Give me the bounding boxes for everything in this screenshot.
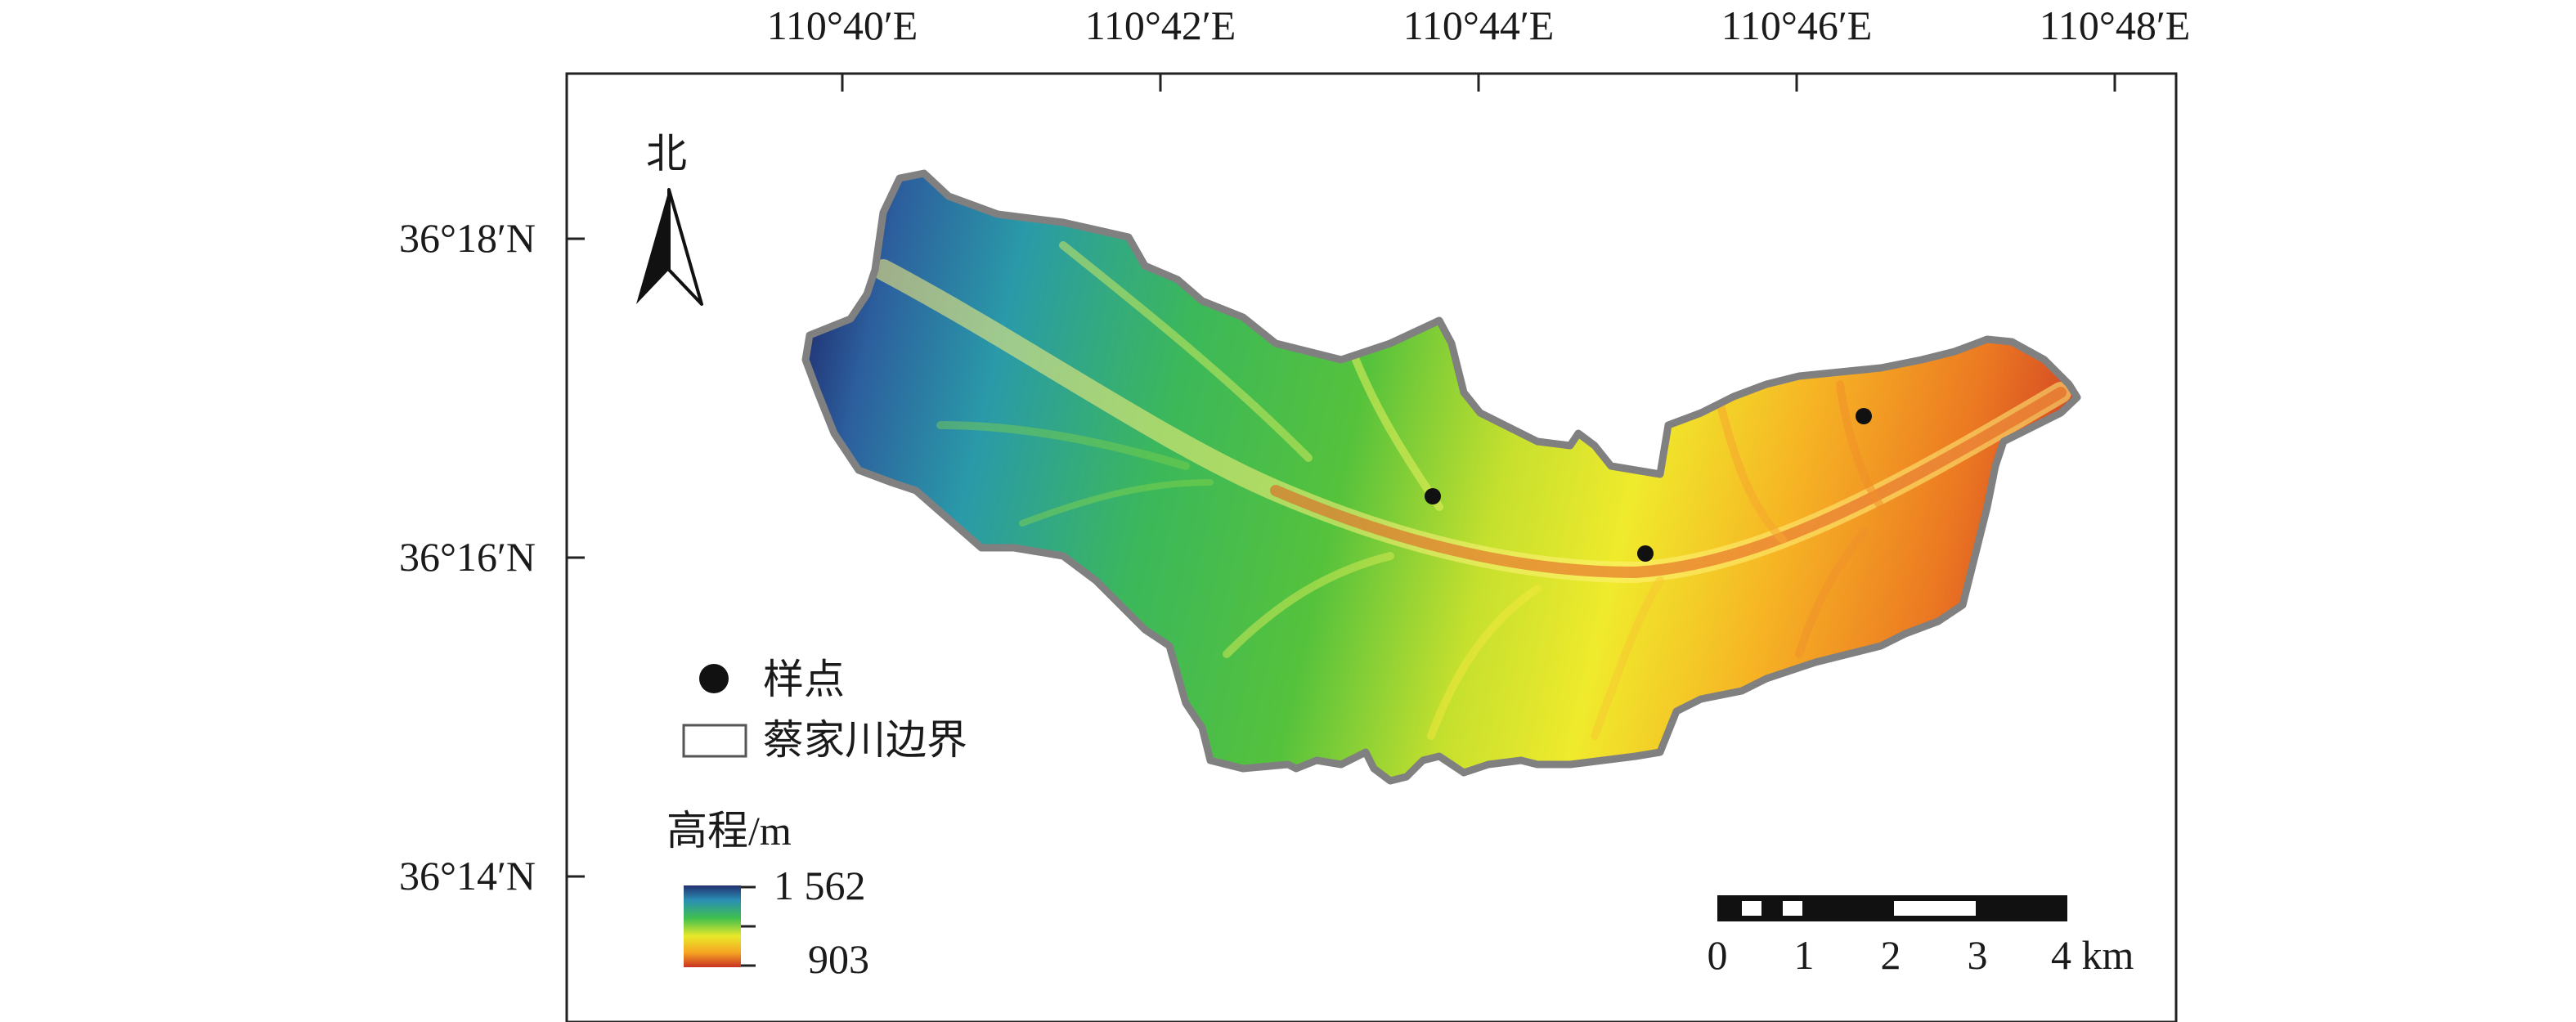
north-label: 北	[646, 131, 687, 177]
lat-label-2: 36°16′N	[399, 534, 536, 580]
legend-elevation-max: 1 562	[774, 863, 866, 908]
lat-label-1: 36°18′N	[399, 215, 536, 261]
scale-label-3: 3	[1968, 932, 1988, 978]
sample-points	[1425, 408, 1872, 562]
legend-elevation-min: 903	[808, 936, 869, 982]
lon-label-4: 110°46′E	[1721, 2, 1873, 48]
legend-boundary-icon	[682, 724, 747, 758]
legend-colorbar-ticks	[741, 885, 756, 967]
scale-label-2: 2	[1881, 932, 1901, 978]
scale-label-1: 1	[1794, 932, 1815, 978]
lon-label-1: 110°40′E	[767, 2, 918, 48]
sample-point	[1637, 545, 1654, 562]
scale-label-4: 4 km	[2051, 932, 2134, 978]
lon-label-3: 110°44′E	[1403, 2, 1555, 48]
legend-elevation-title: 高程/m	[666, 808, 792, 854]
sample-point	[1856, 408, 1872, 424]
lon-label-2: 110°42′E	[1085, 2, 1236, 48]
north-arrow-icon: 北	[636, 131, 703, 306]
lon-label-5: 110°48′E	[2040, 2, 2191, 48]
scale-label-0: 0	[1708, 932, 1728, 978]
scale-bar	[1717, 895, 2067, 921]
legend-sample-icon	[699, 664, 729, 693]
legend-sample-label: 样点	[763, 657, 845, 702]
longitude-ticks	[841, 74, 2116, 92]
latitude-ticks	[567, 237, 585, 878]
legend-boundary-label: 蔡家川边界	[763, 717, 967, 763]
map-frame	[565, 72, 2178, 1022]
lat-label-3: 36°14′N	[399, 853, 536, 899]
sample-point	[1425, 488, 1441, 504]
elevation-raster	[806, 173, 2077, 781]
legend-elevation-colorbar	[684, 885, 741, 967]
